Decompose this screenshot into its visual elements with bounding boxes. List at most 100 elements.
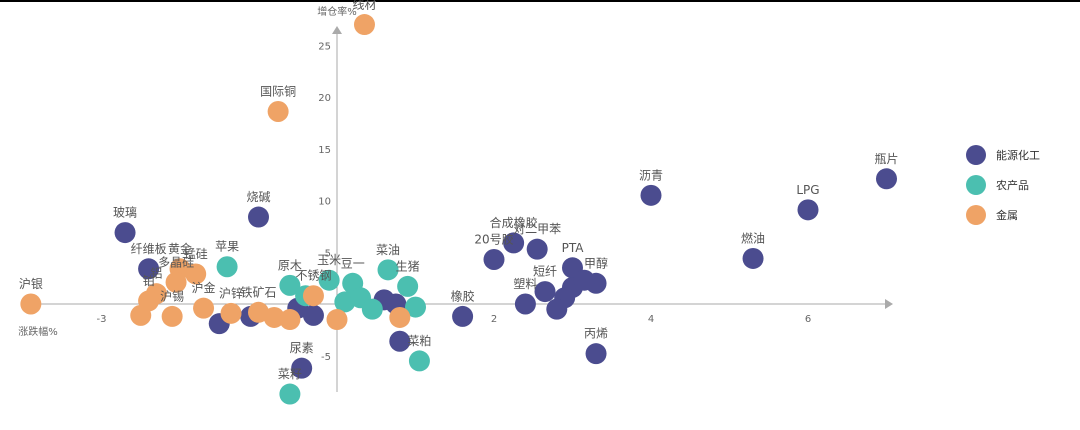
scatter-point[interactable] bbox=[114, 222, 136, 244]
scatter-point[interactable] bbox=[876, 168, 897, 190]
point-label: 沪锡 bbox=[160, 288, 184, 303]
scatter-point[interactable] bbox=[742, 247, 764, 269]
y-tick-label: 15 bbox=[318, 145, 331, 156]
scatter-point[interactable] bbox=[263, 306, 285, 328]
legend-swatch bbox=[966, 175, 986, 195]
point-label: 铝 bbox=[150, 266, 162, 281]
point-label: 苹果 bbox=[215, 240, 239, 254]
legend-label: 能源化工 bbox=[996, 149, 1040, 162]
scatter-point[interactable] bbox=[797, 199, 819, 221]
scatter-point[interactable] bbox=[193, 297, 215, 319]
scatter-point[interactable] bbox=[389, 330, 411, 352]
legend-swatch bbox=[966, 145, 986, 165]
point-label: 不锈钢 bbox=[295, 269, 331, 283]
point-label: 铁矿石 bbox=[240, 285, 276, 299]
scatter-point[interactable] bbox=[408, 350, 430, 372]
scatter-point[interactable] bbox=[503, 232, 525, 254]
y-tick-label: 20 bbox=[318, 93, 331, 104]
x-tick-label: 4 bbox=[648, 314, 654, 325]
scatter-point[interactable] bbox=[161, 305, 183, 327]
legend-swatch bbox=[966, 205, 986, 225]
scatter-point[interactable] bbox=[534, 281, 556, 303]
legend: 能源化工 农产品 金属 bbox=[966, 140, 1040, 230]
point-label: 黄金 bbox=[168, 241, 192, 256]
y-axis-label: 增仓率% bbox=[317, 5, 357, 18]
scatter-point[interactable] bbox=[361, 298, 383, 320]
legend-item-metal[interactable]: 金属 bbox=[966, 200, 1040, 230]
y-axis-arrow bbox=[332, 26, 342, 34]
y-tick-label: 5 bbox=[325, 248, 331, 259]
scatter-point[interactable] bbox=[302, 304, 324, 326]
scatter-point[interactable] bbox=[546, 298, 568, 320]
scatter-point[interactable] bbox=[279, 383, 301, 405]
point-label: 沪银 bbox=[19, 277, 43, 291]
point-label: 线材 bbox=[352, 0, 376, 12]
point-label: 菜籽 bbox=[278, 367, 302, 381]
scatter-point[interactable] bbox=[389, 306, 411, 328]
point-label: 豆一 bbox=[341, 256, 365, 270]
scatter-point[interactable] bbox=[248, 206, 269, 228]
x-axis-label: 涨跌幅% bbox=[18, 325, 58, 338]
scatter-point[interactable] bbox=[397, 275, 419, 297]
scatter-point[interactable] bbox=[405, 296, 426, 318]
x-tick-label: -3 bbox=[97, 314, 107, 325]
top-border bbox=[0, 0, 1080, 2]
scatter-point[interactable] bbox=[138, 258, 160, 280]
scatter-point[interactable] bbox=[302, 285, 324, 307]
scatter-point[interactable] bbox=[220, 302, 242, 324]
point-label: 原木 bbox=[278, 258, 302, 272]
scatter-point[interactable] bbox=[585, 343, 607, 365]
scatter-point[interactable] bbox=[514, 293, 536, 315]
y-tick-label: -5 bbox=[321, 352, 331, 363]
point-label: 塑料 bbox=[513, 276, 537, 291]
point-label: 沥青 bbox=[639, 168, 663, 182]
point-label: 国际铜 bbox=[260, 83, 296, 98]
scatter-point[interactable] bbox=[377, 259, 399, 281]
scatter-point[interactable] bbox=[640, 184, 662, 206]
point-label: 沪锌 bbox=[219, 286, 243, 300]
tick-labels: -3 2 4 6 -5 5 10 15 20 25 bbox=[97, 41, 812, 363]
legend-label: 金属 bbox=[996, 209, 1018, 222]
scatter-point[interactable] bbox=[353, 14, 375, 36]
scatter-point[interactable] bbox=[20, 293, 42, 315]
data-points bbox=[20, 14, 897, 405]
point-label: 玻璃 bbox=[113, 206, 137, 220]
scatter-point[interactable] bbox=[130, 304, 152, 326]
scatter-point[interactable] bbox=[334, 291, 356, 313]
point-label: 锰硅 bbox=[184, 246, 208, 261]
point-label: 20号胶 bbox=[474, 231, 513, 246]
scatter-point[interactable] bbox=[318, 269, 340, 291]
point-label: 烧碱 bbox=[246, 190, 270, 204]
point-label: PTA bbox=[562, 241, 585, 255]
scatter-point[interactable] bbox=[216, 256, 238, 278]
point-label: 丙烯 bbox=[584, 327, 608, 341]
y-tick-label: 25 bbox=[318, 41, 331, 52]
scatter-point[interactable] bbox=[526, 238, 548, 260]
scatter-point[interactable] bbox=[165, 271, 187, 293]
point-label: 铂 bbox=[143, 273, 155, 288]
point-label: LPG bbox=[796, 183, 819, 197]
y-tick-label: 10 bbox=[318, 197, 331, 208]
point-label: 瓶片 bbox=[874, 152, 898, 166]
legend-item-agri[interactable]: 农产品 bbox=[966, 170, 1040, 200]
x-tick-label: 6 bbox=[805, 314, 811, 325]
point-label: 对二甲苯 bbox=[513, 222, 561, 236]
scatter-point[interactable] bbox=[185, 263, 207, 285]
scatter-point[interactable] bbox=[267, 100, 289, 122]
point-label: 合成橡胶 bbox=[490, 215, 538, 230]
scatter-point[interactable] bbox=[291, 357, 313, 379]
legend-item-energy[interactable]: 能源化工 bbox=[966, 140, 1040, 170]
point-label: 玉米 bbox=[317, 253, 341, 267]
scatter-point[interactable] bbox=[326, 309, 348, 331]
scatter-point[interactable] bbox=[573, 269, 595, 291]
scatter-point[interactable] bbox=[483, 248, 505, 270]
scatter-point[interactable] bbox=[452, 305, 474, 327]
point-label: 短纤 bbox=[533, 265, 557, 279]
legend-label: 农产品 bbox=[996, 179, 1029, 192]
scatter-point[interactable] bbox=[279, 309, 301, 331]
point-label: 甲醇 bbox=[584, 255, 608, 270]
scatter-point[interactable] bbox=[279, 274, 301, 296]
point-label: 沪金 bbox=[192, 280, 216, 295]
